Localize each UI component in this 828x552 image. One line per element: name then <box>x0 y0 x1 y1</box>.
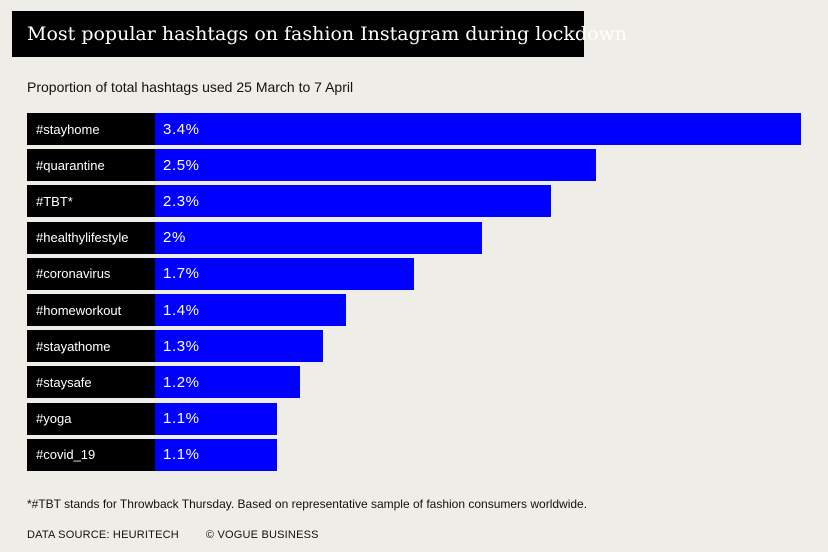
bar-row: #covid_19 1.1% <box>27 438 801 471</box>
data-label: 2.5% <box>163 156 200 174</box>
category-label: #healthylifestyle <box>27 221 155 254</box>
data-label: 1.1% <box>163 410 200 428</box>
bar-row: #TBT* 2.3% <box>27 185 801 218</box>
bar: 2.5% <box>155 149 597 182</box>
bar-row: #healthylifestyle 2% <box>27 221 801 254</box>
data-label: 2% <box>163 229 186 247</box>
bar: 3.4% <box>155 113 801 145</box>
category-label: #yoga <box>27 402 155 435</box>
bar-row: #coronavirus 1.7% <box>27 257 801 290</box>
category-label: #homeworkout <box>27 294 155 326</box>
category-label: #staysafe <box>27 366 155 399</box>
data-label: 1.3% <box>163 337 200 355</box>
bar-row: #staysafe 1.2% <box>27 366 801 399</box>
bar-row: #homeworkout 1.4% <box>27 294 801 326</box>
bar: 1.1% <box>155 402 278 435</box>
category-label: #stayathome <box>27 330 155 363</box>
chart-subtitle: Proportion of total hashtags used 25 Mar… <box>27 79 354 95</box>
data-label: 1.1% <box>163 446 200 464</box>
bar: 1.7% <box>155 257 414 290</box>
data-label: 1.4% <box>163 301 200 319</box>
data-label: 1.7% <box>163 265 200 283</box>
data-label: 3.4% <box>163 120 200 138</box>
bar: 1.1% <box>155 438 278 471</box>
category-label: #stayhome <box>27 113 155 145</box>
copyright: © VOGUE BUSINESS <box>205 529 319 541</box>
source-line: DATA SOURCE: HEURITECH © VOGUE BUSINESS <box>27 529 319 541</box>
bar: 1.3% <box>155 330 323 363</box>
bar: 2% <box>155 221 483 254</box>
bar: 1.4% <box>155 294 346 326</box>
category-label: #quarantine <box>27 149 155 182</box>
data-label: 1.2% <box>163 373 200 391</box>
footnote: *#TBT stands for Throwback Thursday. Bas… <box>27 497 588 511</box>
bar-row: #yoga 1.1% <box>27 402 801 435</box>
data-label: 2.3% <box>163 192 200 210</box>
bar-chart: #stayhome 3.4% #quarantine 2.5% #TBT* 2.3% #he… <box>27 113 801 473</box>
bar-row: #quarantine 2.5% <box>27 149 801 182</box>
bar: 1.2% <box>155 366 301 399</box>
category-label: #TBT* <box>27 185 155 218</box>
title-bar: Most popular hashtags on fashion Instagr… <box>12 11 627 57</box>
data-source: DATA SOURCE: HEURITECH <box>27 529 179 541</box>
bar: 2.3% <box>155 185 551 218</box>
bar-row: #stayathome 1.3% <box>27 330 801 363</box>
chart-title: Most popular hashtags on fashion Instagr… <box>27 23 628 45</box>
category-label: #coronavirus <box>27 257 155 290</box>
category-label: #covid_19 <box>27 438 155 471</box>
bar-row: #stayhome 3.4% <box>27 113 801 145</box>
